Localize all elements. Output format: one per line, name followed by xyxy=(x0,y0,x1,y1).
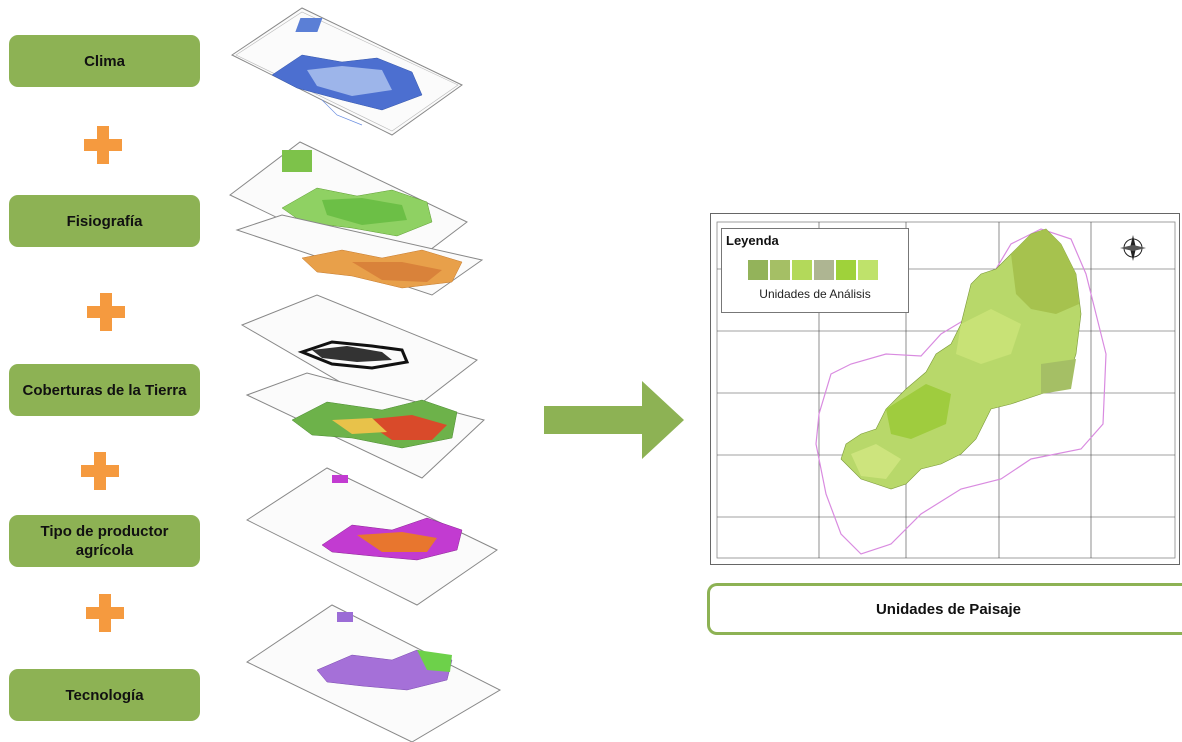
big-arrow-icon xyxy=(544,381,684,459)
map-layer-fisiografia-2 xyxy=(235,214,484,296)
plus-icon-2 xyxy=(87,293,125,331)
legend-swatch-5 xyxy=(836,260,856,280)
output-label: Unidades de Paisaje xyxy=(875,600,1022,618)
north-arrow-icon xyxy=(1120,235,1146,261)
map-layer-coberturas-2 xyxy=(245,372,486,479)
plus-icon-1 xyxy=(84,126,122,164)
input-fisiografia[interactable]: Fisiografía xyxy=(9,195,200,247)
input-clima-label: Clima xyxy=(84,52,125,70)
plus-icon-4 xyxy=(86,594,124,632)
map-layer-tecnologia xyxy=(245,604,502,742)
legend-swatch-6 xyxy=(858,260,878,280)
legend-swatch-3 xyxy=(792,260,812,280)
input-tecnologia[interactable]: Tecnología xyxy=(9,669,200,721)
output-unidades-paisaje[interactable]: Unidades de Paisaje xyxy=(707,583,1182,635)
legend-swatch-2 xyxy=(770,260,790,280)
legend-swatch-1 xyxy=(748,260,768,280)
legend-title: Leyenda xyxy=(726,233,779,248)
legend-label: Unidades de Análisis xyxy=(759,287,871,301)
map-layer-tipo-productor xyxy=(245,467,498,606)
input-clima[interactable]: Clima xyxy=(9,35,200,87)
result-map: Leyenda Unidades de Análisis xyxy=(710,213,1180,565)
input-tipo-productor-label: Tipo de productor agrícola xyxy=(40,523,169,559)
plus-icon-3 xyxy=(81,452,119,490)
input-coberturas[interactable]: Coberturas de la Tierra xyxy=(9,364,200,416)
input-fisiografia-label: Fisiografía xyxy=(66,212,143,230)
map-layer-stack xyxy=(229,7,502,742)
map-layer-clima xyxy=(231,7,463,136)
legend-swatch-4 xyxy=(814,260,834,280)
input-coberturas-label: Coberturas de la Tierra xyxy=(22,381,187,399)
input-tecnologia-label: Tecnología xyxy=(65,686,144,704)
input-tipo-productor[interactable]: Tipo de productor agrícola xyxy=(9,515,200,567)
map-legend: Leyenda Unidades de Análisis xyxy=(721,228,909,313)
